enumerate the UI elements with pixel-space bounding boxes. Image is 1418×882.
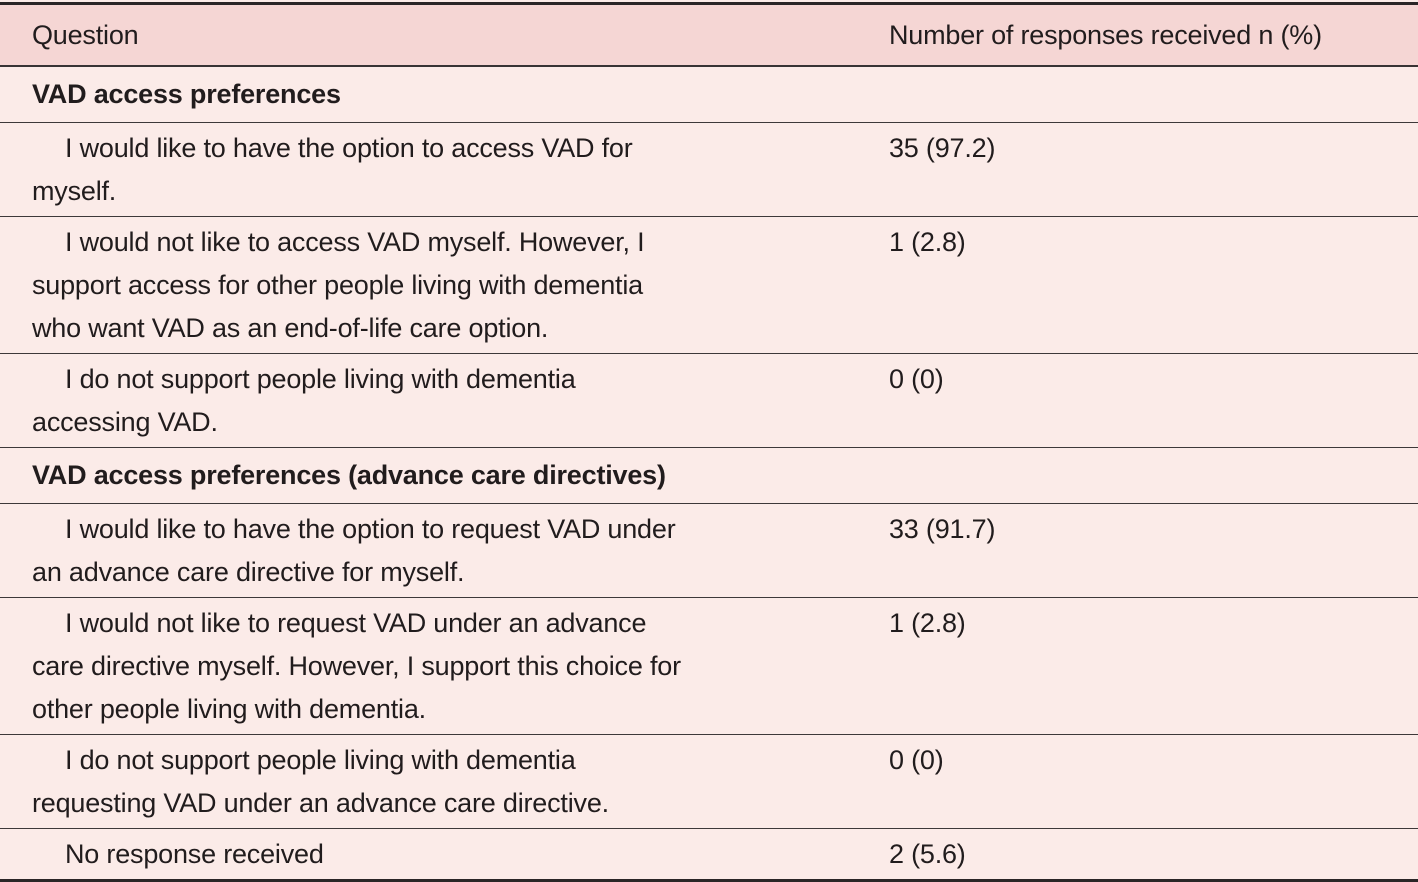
table-row: I would like to have the option to acces… bbox=[0, 122, 1418, 217]
response-count-cell: 35 (97.2) bbox=[864, 122, 1418, 217]
response-count-cell: 33 (91.7) bbox=[864, 503, 1418, 598]
section-header-row: VAD access preferences (advance care dir… bbox=[0, 447, 1418, 504]
table-row: I would not like to access VAD myself. H… bbox=[0, 216, 1418, 354]
response-count-cell: 1 (2.8) bbox=[864, 597, 1418, 735]
question-cell: No response received bbox=[0, 828, 865, 881]
column-header-question: Question bbox=[0, 3, 865, 67]
response-count-cell: 1 (2.8) bbox=[864, 216, 1418, 354]
table-row: I do not support people living with deme… bbox=[0, 353, 1418, 448]
section-header-row: VAD access preferences bbox=[0, 66, 1418, 123]
column-header-responses: Number of responses received n (%) bbox=[864, 3, 1418, 67]
question-cell: I would like to have the option to acces… bbox=[0, 122, 865, 217]
response-count-cell: 2 (5.6) bbox=[864, 828, 1418, 881]
response-count-cell: 0 (0) bbox=[864, 353, 1418, 448]
section-title-cell: VAD access preferences (advance care dir… bbox=[0, 447, 865, 504]
question-cell: I do not support people living with deme… bbox=[0, 353, 865, 448]
response-count-cell bbox=[864, 447, 1418, 504]
response-count-cell bbox=[865, 66, 1418, 123]
question-cell: I do not support people living with deme… bbox=[0, 734, 865, 829]
table-row: I would not like to request VAD under an… bbox=[0, 597, 1418, 735]
question-cell: I would like to have the option to reque… bbox=[0, 503, 865, 598]
table-row: I do not support people living with deme… bbox=[0, 734, 1418, 829]
question-cell: I would not like to request VAD under an… bbox=[0, 597, 865, 735]
table-body: VAD access preferences I would like to h… bbox=[0, 66, 1418, 881]
section-title-cell: VAD access preferences bbox=[32, 79, 341, 109]
question-cell: I would not like to access VAD myself. H… bbox=[0, 216, 865, 354]
table-row: I would like to have the option to reque… bbox=[0, 503, 1418, 598]
table-row: No response received 2 (5.6) bbox=[0, 828, 1418, 881]
response-count-cell: 0 (0) bbox=[864, 734, 1418, 829]
header-row: Question Number of responses received n … bbox=[0, 3, 1418, 67]
